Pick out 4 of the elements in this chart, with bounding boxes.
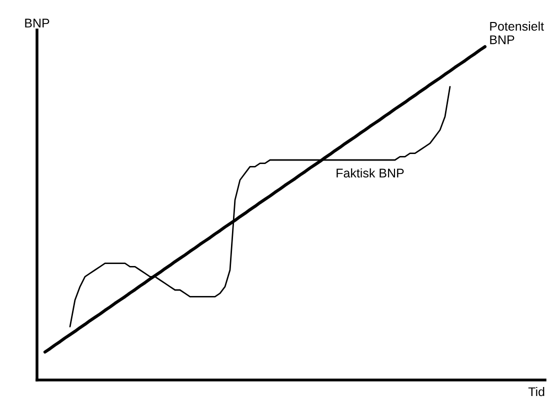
series-label: Faktisk BNP (336, 168, 404, 178)
y-axis-title: BNP (25, 18, 50, 28)
x-axis-title: Tid (528, 387, 544, 396)
series-label: Potensielt BNP (490, 22, 544, 44)
